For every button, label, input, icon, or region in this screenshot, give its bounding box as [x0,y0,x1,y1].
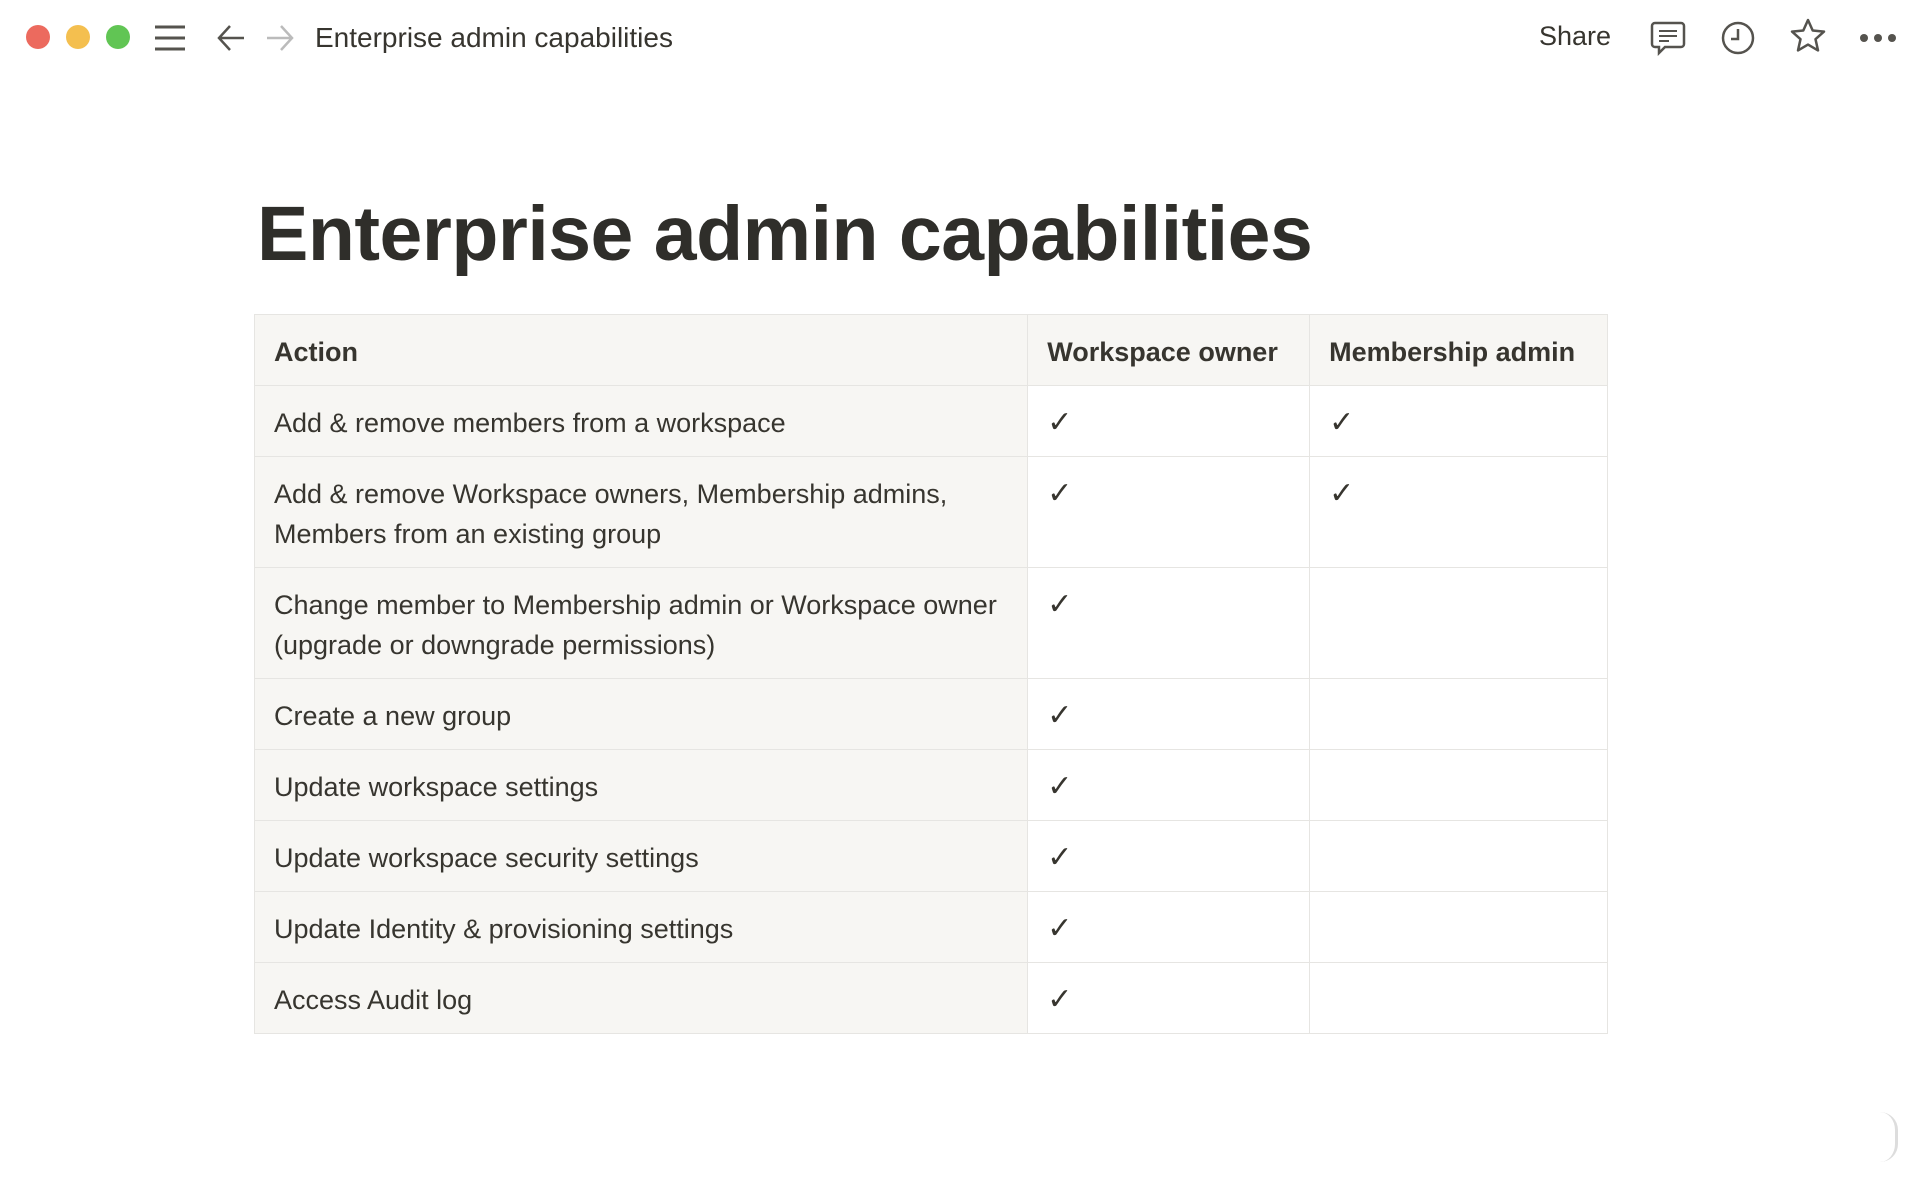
star-icon[interactable] [1788,16,1828,56]
table-header-row: Action Workspace owner Membership admin [253,314,1608,386]
more-icon[interactable] [1858,18,1898,58]
action-text: Update Identity & provisioning settings [274,914,734,944]
page-title: Enterprise admin capabilities [257,191,1313,277]
action-cell: Create a new group [253,678,1029,750]
workspace-owner-cell: ✓ [1027,891,1311,963]
membership-admin-cell [1309,749,1608,821]
check-icon: ✓ [1329,406,1355,439]
scrollbar[interactable] [1880,1112,1898,1162]
membership-admin-cell: ✓ [1309,385,1608,457]
action-text: Update workspace settings [274,772,599,802]
header-workspace-owner: Workspace owner [1027,314,1311,386]
table-row: Change member to Membership admin or Wor… [253,567,1608,679]
action-cell: Update Identity & provisioning settings [253,891,1029,963]
membership-admin-cell [1309,962,1608,1034]
check-icon: ✓ [1047,477,1073,510]
check-icon: ✓ [1047,588,1073,621]
workspace-owner-cell: ✓ [1027,567,1311,679]
table-row: Access Audit log ✓ [253,962,1608,1034]
table-row: Create a new group ✓ [253,678,1608,750]
table-row: Update workspace settings ✓ [253,749,1608,821]
share-button[interactable]: Share [1539,21,1612,51]
check-icon: ✓ [1047,841,1073,874]
action-text: Add & remove Workspace owners, Membershi… [274,479,948,549]
header-action: Action [253,314,1029,386]
workspace-owner-cell: ✓ [1027,678,1311,750]
membership-admin-cell: ✓ [1309,456,1608,568]
membership-admin-cell [1309,567,1608,679]
membership-admin-cell [1309,820,1608,892]
top-bar: Enterprise admin capabilities Share [0,0,1920,76]
clock-icon[interactable] [1718,18,1758,58]
action-text: Create a new group [274,701,512,731]
action-text: Access Audit log [274,985,473,1015]
check-icon: ✓ [1047,770,1073,803]
action-text: Add & remove members from a workspace [274,408,786,438]
back-arrow-icon[interactable] [213,20,249,56]
breadcrumb[interactable]: Enterprise admin capabilities [315,22,673,53]
header-membership-admin: Membership admin [1309,314,1608,386]
check-icon: ✓ [1047,406,1073,439]
check-icon: ✓ [1047,912,1073,945]
membership-admin-cell [1309,891,1608,963]
capabilities-table: Action Workspace owner Membership admin … [253,314,1608,1034]
forward-arrow-icon[interactable] [262,20,298,56]
action-cell: Add & remove Workspace owners, Membershi… [253,456,1029,568]
workspace-owner-cell: ✓ [1027,385,1311,457]
action-cell: Change member to Membership admin or Wor… [253,567,1029,679]
action-cell: Update workspace settings [253,749,1029,821]
menu-icon[interactable] [152,20,188,56]
table-row: Add & remove Workspace owners, Membershi… [253,456,1608,568]
close-window-button[interactable] [26,25,50,49]
table-row: Add & remove members from a workspace ✓ ✓ [253,385,1608,457]
workspace-owner-cell: ✓ [1027,820,1311,892]
action-cell: Access Audit log [253,962,1029,1034]
comment-icon[interactable] [1648,18,1688,58]
action-cell: Update workspace security settings [253,820,1029,892]
workspace-owner-cell: ✓ [1027,456,1311,568]
workspace-owner-cell: ✓ [1027,962,1311,1034]
check-icon: ✓ [1329,477,1355,510]
action-cell: Add & remove members from a workspace [253,385,1029,457]
action-text: Update workspace security settings [274,843,699,873]
table-row: Update Identity & provisioning settings ✓ [253,891,1608,963]
maximize-window-button[interactable] [106,25,130,49]
membership-admin-cell [1309,678,1608,750]
workspace-owner-cell: ✓ [1027,749,1311,821]
table-row: Update workspace security settings ✓ [253,820,1608,892]
minimize-window-button[interactable] [66,25,90,49]
action-text: Change member to Membership admin or Wor… [274,590,997,660]
check-icon: ✓ [1047,983,1073,1016]
check-icon: ✓ [1047,699,1073,732]
